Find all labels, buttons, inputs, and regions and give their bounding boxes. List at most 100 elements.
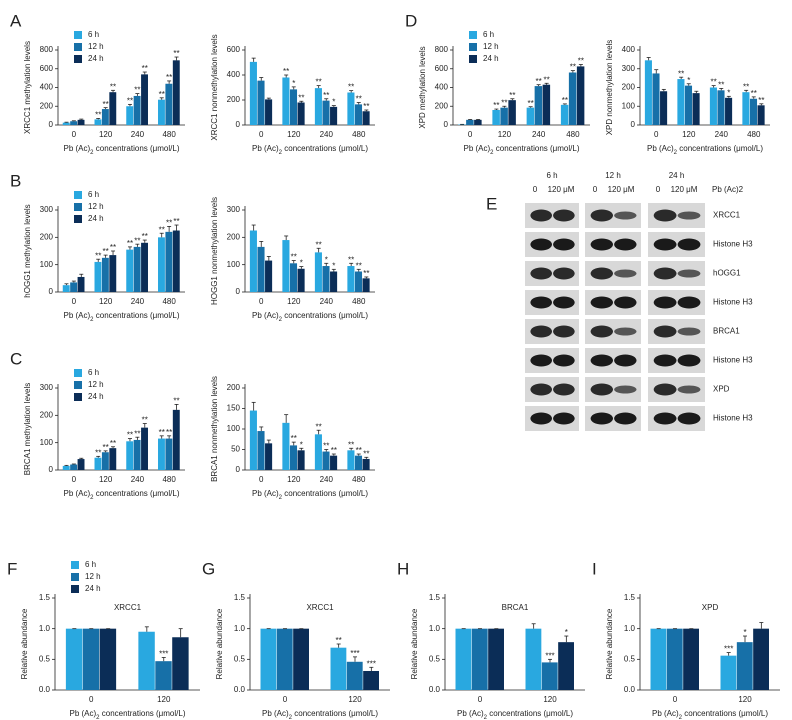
significance: *** <box>159 650 168 659</box>
x-tick-label: 0 <box>478 695 483 704</box>
significance: * <box>687 76 690 85</box>
bar <box>265 443 273 470</box>
x-tick-label: 480 <box>352 130 366 139</box>
blot-time: 12 h <box>605 171 621 180</box>
bar <box>692 93 700 125</box>
bar <box>158 237 165 292</box>
legend-swatch <box>74 393 82 401</box>
y-tick-label: 300 <box>40 383 54 392</box>
legend-swatch <box>74 215 82 223</box>
y-tick-label: 200 <box>40 410 54 419</box>
legend-label: 12 h <box>85 572 101 581</box>
bar <box>471 628 488 690</box>
significance: ** <box>718 81 724 90</box>
significance: ** <box>159 428 165 437</box>
x-tick-label: 480 <box>747 130 761 139</box>
significance: ** <box>127 96 133 105</box>
blot-band <box>653 354 677 367</box>
y-axis-label: Relative abundance <box>215 608 224 679</box>
legend-swatch <box>74 203 82 211</box>
bar <box>126 249 134 292</box>
panel-letter: B <box>10 171 21 190</box>
legend-label: 6 h <box>88 190 99 199</box>
bar <box>362 111 370 125</box>
bar <box>534 86 543 125</box>
bar <box>249 410 257 470</box>
bar <box>297 102 305 125</box>
y-tick-label: 0 <box>631 120 636 129</box>
x-axis-label-part: concentrations (μmol/L) <box>292 709 378 718</box>
significance: ** <box>336 636 342 645</box>
x-axis-label: Pb (Ac)2 concentrations (μmol/L) <box>64 489 180 500</box>
y-tick-label: 0.0 <box>234 685 246 694</box>
chart-title: XPD <box>702 603 719 612</box>
blot-band <box>614 327 637 336</box>
significance: ** <box>127 239 133 248</box>
significance: * <box>565 628 568 637</box>
blot-row-label: XRCC1 <box>713 211 741 220</box>
y-tick-label: 0 <box>49 120 54 129</box>
x-tick-label: 120 <box>543 695 557 704</box>
y-tick-label: 100 <box>227 260 241 269</box>
bar <box>249 230 257 292</box>
blot-band <box>590 296 613 309</box>
x-tick-label: 0 <box>89 695 94 704</box>
bar <box>322 100 330 125</box>
blot-band <box>553 267 575 280</box>
bar <box>666 628 683 690</box>
y-tick-label: 1.0 <box>234 624 246 633</box>
blot-band <box>653 325 677 338</box>
bar <box>70 464 78 470</box>
bar <box>363 670 379 690</box>
x-tick-label: 240 <box>131 130 145 139</box>
bar <box>62 122 70 125</box>
blot-time: 6 h <box>546 171 557 180</box>
significance: ** <box>166 73 172 82</box>
x-axis-label-part: 2 <box>90 495 94 501</box>
significance: ** <box>166 428 172 437</box>
significance: ** <box>323 91 329 100</box>
panel-letter: C <box>10 349 22 368</box>
significance: ** <box>356 261 362 270</box>
y-tick-label: 0 <box>49 287 54 296</box>
bar <box>276 628 293 690</box>
y-tick-label: 0 <box>236 465 241 474</box>
y-tick-label: 600 <box>227 45 241 54</box>
blot-band <box>530 238 552 251</box>
significance: ** <box>570 63 576 72</box>
legend-swatch <box>74 369 82 377</box>
y-tick-label: 0.5 <box>624 654 636 663</box>
bar <box>354 104 363 125</box>
significance: * <box>332 261 335 270</box>
significance: ** <box>110 82 116 91</box>
bar <box>289 445 298 470</box>
y-axis-label: XRCC1 methylation levels <box>23 41 32 134</box>
blot-band <box>553 354 575 367</box>
significance: ** <box>528 99 534 108</box>
blot-band <box>530 412 552 425</box>
significance: ** <box>331 446 337 455</box>
significance: ** <box>142 416 148 425</box>
blot-band <box>614 238 637 251</box>
x-tick-label: 0 <box>259 130 264 139</box>
legend-swatch <box>71 585 79 593</box>
x-axis-label: Pb (Ac)2 concentrations (μmol/L) <box>457 709 573 720</box>
bar <box>165 231 173 292</box>
bar <box>77 459 85 470</box>
blot-band <box>530 325 552 338</box>
bar <box>500 107 508 125</box>
x-axis-label-part: Pb (Ac) <box>464 144 491 153</box>
legend-swatch <box>71 561 79 569</box>
y-tick-label: 0 <box>49 465 54 474</box>
x-tick-label: 0 <box>72 130 77 139</box>
significance: ** <box>291 253 297 262</box>
significance: ** <box>363 102 369 111</box>
blot-band <box>653 412 677 425</box>
y-tick-label: 300 <box>622 64 636 73</box>
legend-swatch <box>71 573 79 581</box>
y-tick-label: 1.0 <box>39 624 51 633</box>
significance: ** <box>509 91 515 100</box>
y-tick-label: 100 <box>622 101 636 110</box>
y-axis-label: HOGG1 nonmethylation levels <box>210 197 219 305</box>
x-axis-label: Pb (Ac)2 concentrations (μmol/L) <box>64 311 180 322</box>
